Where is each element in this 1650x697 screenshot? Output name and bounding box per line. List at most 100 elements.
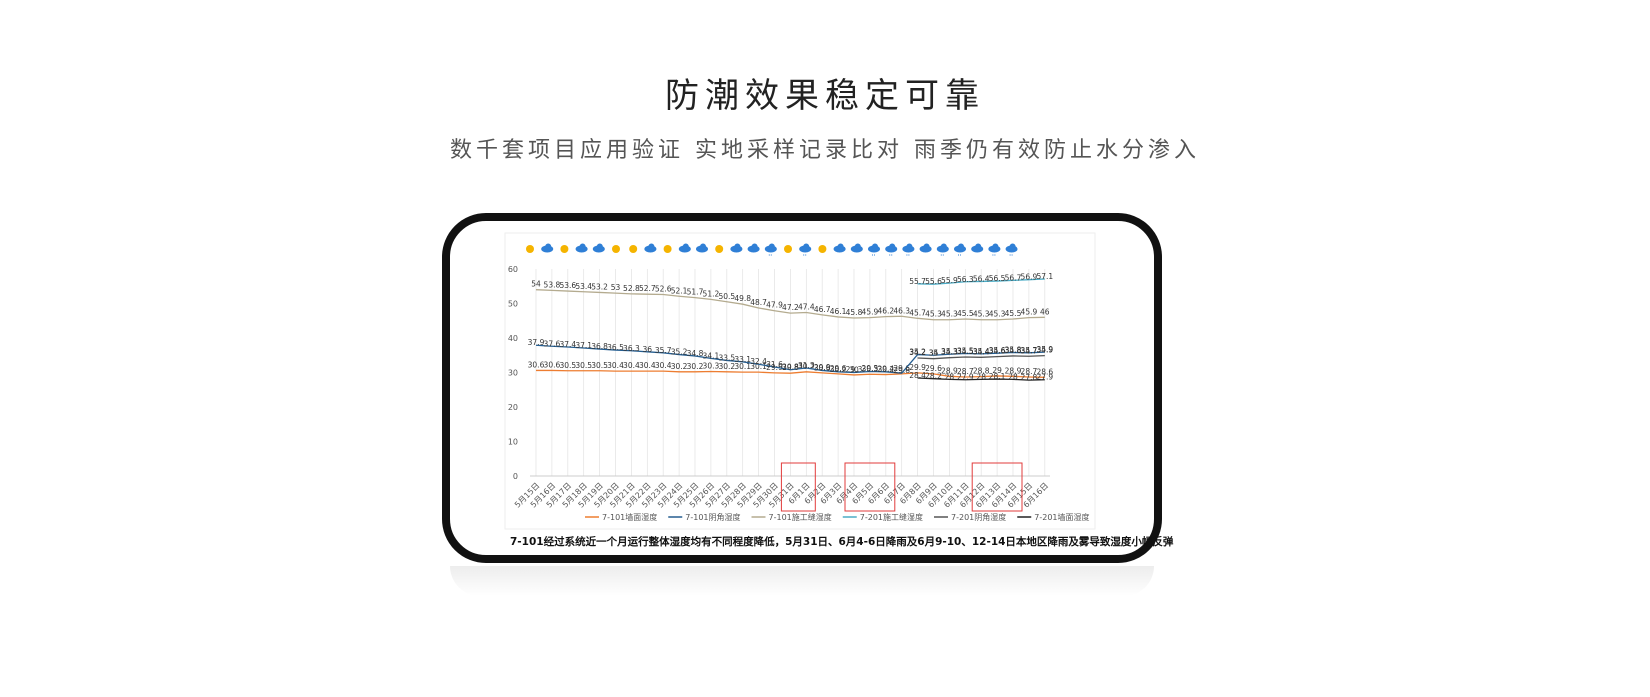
data-label: 53.6 (559, 281, 576, 290)
data-label: 34 (929, 349, 939, 358)
weather-cloud (958, 243, 964, 250)
data-label: 45.8 (846, 308, 863, 317)
y-tick-label: 50 (508, 300, 518, 309)
data-label: 46.1 (830, 307, 847, 316)
data-label: 48.7 (750, 298, 767, 307)
data-label: 35.3 (941, 347, 958, 356)
data-label: 35 (929, 348, 939, 357)
weather-cloud (992, 243, 999, 250)
data-label: 27.9 (957, 373, 974, 382)
data-label: 29.6 (893, 364, 910, 373)
data-label: 35.6 (989, 346, 1006, 355)
series-line (535, 289, 1045, 321)
data-label: 30.5 (575, 361, 592, 370)
series-line (917, 278, 1045, 285)
data-label: 47.9 (766, 301, 783, 310)
weather-sun (663, 245, 672, 253)
data-label: 34.2 (909, 348, 926, 357)
y-tick-label: 40 (508, 334, 518, 343)
highlight-box (844, 462, 896, 512)
data-label: 28.6 (1036, 367, 1053, 376)
data-label: 56.7 (1005, 273, 1022, 282)
data-label: 35.2 (671, 348, 688, 357)
data-label: 27.9 (1036, 373, 1053, 382)
data-label: 56.4 (973, 274, 990, 283)
data-label: 56.9 (1021, 273, 1038, 282)
data-label: 55.6 (925, 277, 942, 286)
weather-cloud (648, 243, 655, 250)
data-label: 46 (1040, 307, 1050, 316)
weather-cloud (682, 243, 689, 250)
data-label: 54 (531, 280, 541, 289)
data-label: 30 (849, 366, 859, 375)
chart-area (504, 232, 1096, 530)
page-subtitle: 数千套项目应用验证 实地采样记录比对 雨季仍有效防止水分渗入 (450, 138, 1200, 163)
data-label: 34.3 (941, 348, 958, 357)
data-label: 32.4 (750, 357, 767, 366)
data-label: 29.6 (830, 364, 847, 373)
weather-sun (629, 245, 638, 253)
data-label: 34.8 (1005, 346, 1022, 355)
data-label: 31.6 (766, 360, 783, 369)
weather-cloud (975, 243, 982, 250)
data-label: 45.9 (862, 308, 879, 317)
data-label: 46.3 (893, 306, 910, 315)
data-label: 29.8 (782, 363, 799, 372)
weather-cloud (596, 243, 603, 250)
data-label: 34.4 (973, 347, 990, 356)
weather-sun (715, 245, 724, 253)
data-label: 30.8 (782, 363, 799, 372)
series-line (917, 354, 1045, 360)
data-label: 29.5 (862, 364, 879, 373)
phone-reflection (450, 566, 1154, 596)
data-label: 51.7 (687, 288, 704, 297)
data-label: 37.1 (575, 341, 592, 350)
legend-label: 7-201阴角湿度 (951, 512, 1006, 522)
data-label: 33.5 (718, 353, 735, 362)
data-label: 30.4 (607, 361, 624, 370)
data-label: 45.5 (1005, 309, 1022, 318)
data-label: 35.7 (1021, 346, 1038, 355)
y-tick-label: 30 (508, 369, 518, 378)
data-label: 53.2 (591, 282, 608, 291)
data-label: 52.1 (671, 286, 688, 295)
data-label: 35.9 (1036, 345, 1053, 354)
data-label: 51.2 (703, 289, 720, 298)
data-label: 45.3 (989, 310, 1006, 319)
data-label: 47.2 (782, 303, 799, 312)
weather-cloud (923, 243, 930, 250)
data-label: 53.8 (544, 280, 561, 289)
data-label: 53.4 (575, 282, 592, 291)
y-tick-label: 60 (508, 265, 518, 274)
data-label: 30.5 (591, 361, 608, 370)
legend-label: 7-101墙面湿度 (602, 512, 657, 522)
data-label: 57.1 (1036, 272, 1053, 281)
weather-cloud (751, 243, 758, 250)
data-label: 37.4 (559, 340, 576, 349)
data-label: 52.8 (623, 284, 640, 293)
weather-cloud (889, 243, 896, 250)
weather-cloud (768, 243, 775, 250)
data-label: 55.7 (909, 277, 926, 286)
data-label: 36.5 (607, 343, 624, 352)
data-label: 47.4 (798, 302, 815, 311)
data-label: 35.7 (655, 346, 672, 355)
data-label: 30.6 (544, 360, 561, 369)
data-label: 34.7 (1021, 346, 1038, 355)
weather-cloud (734, 243, 741, 250)
data-label: 30.2 (798, 362, 815, 371)
data-label: 36.8 (591, 342, 608, 351)
data-label: 30.4 (655, 361, 672, 370)
data-label: 28.9 (1005, 366, 1022, 375)
data-label: 46.2 (877, 307, 894, 316)
data-label: 35.4 (973, 347, 990, 356)
data-label: 34.9 (1036, 346, 1053, 355)
data-label: 28.2 (925, 372, 942, 381)
highlight-box (971, 462, 1023, 512)
data-label: 28.7 (1021, 367, 1038, 376)
weather-cloud (854, 243, 861, 250)
data-label: 29.6 (925, 364, 942, 373)
data-label: 30.2 (687, 362, 704, 371)
